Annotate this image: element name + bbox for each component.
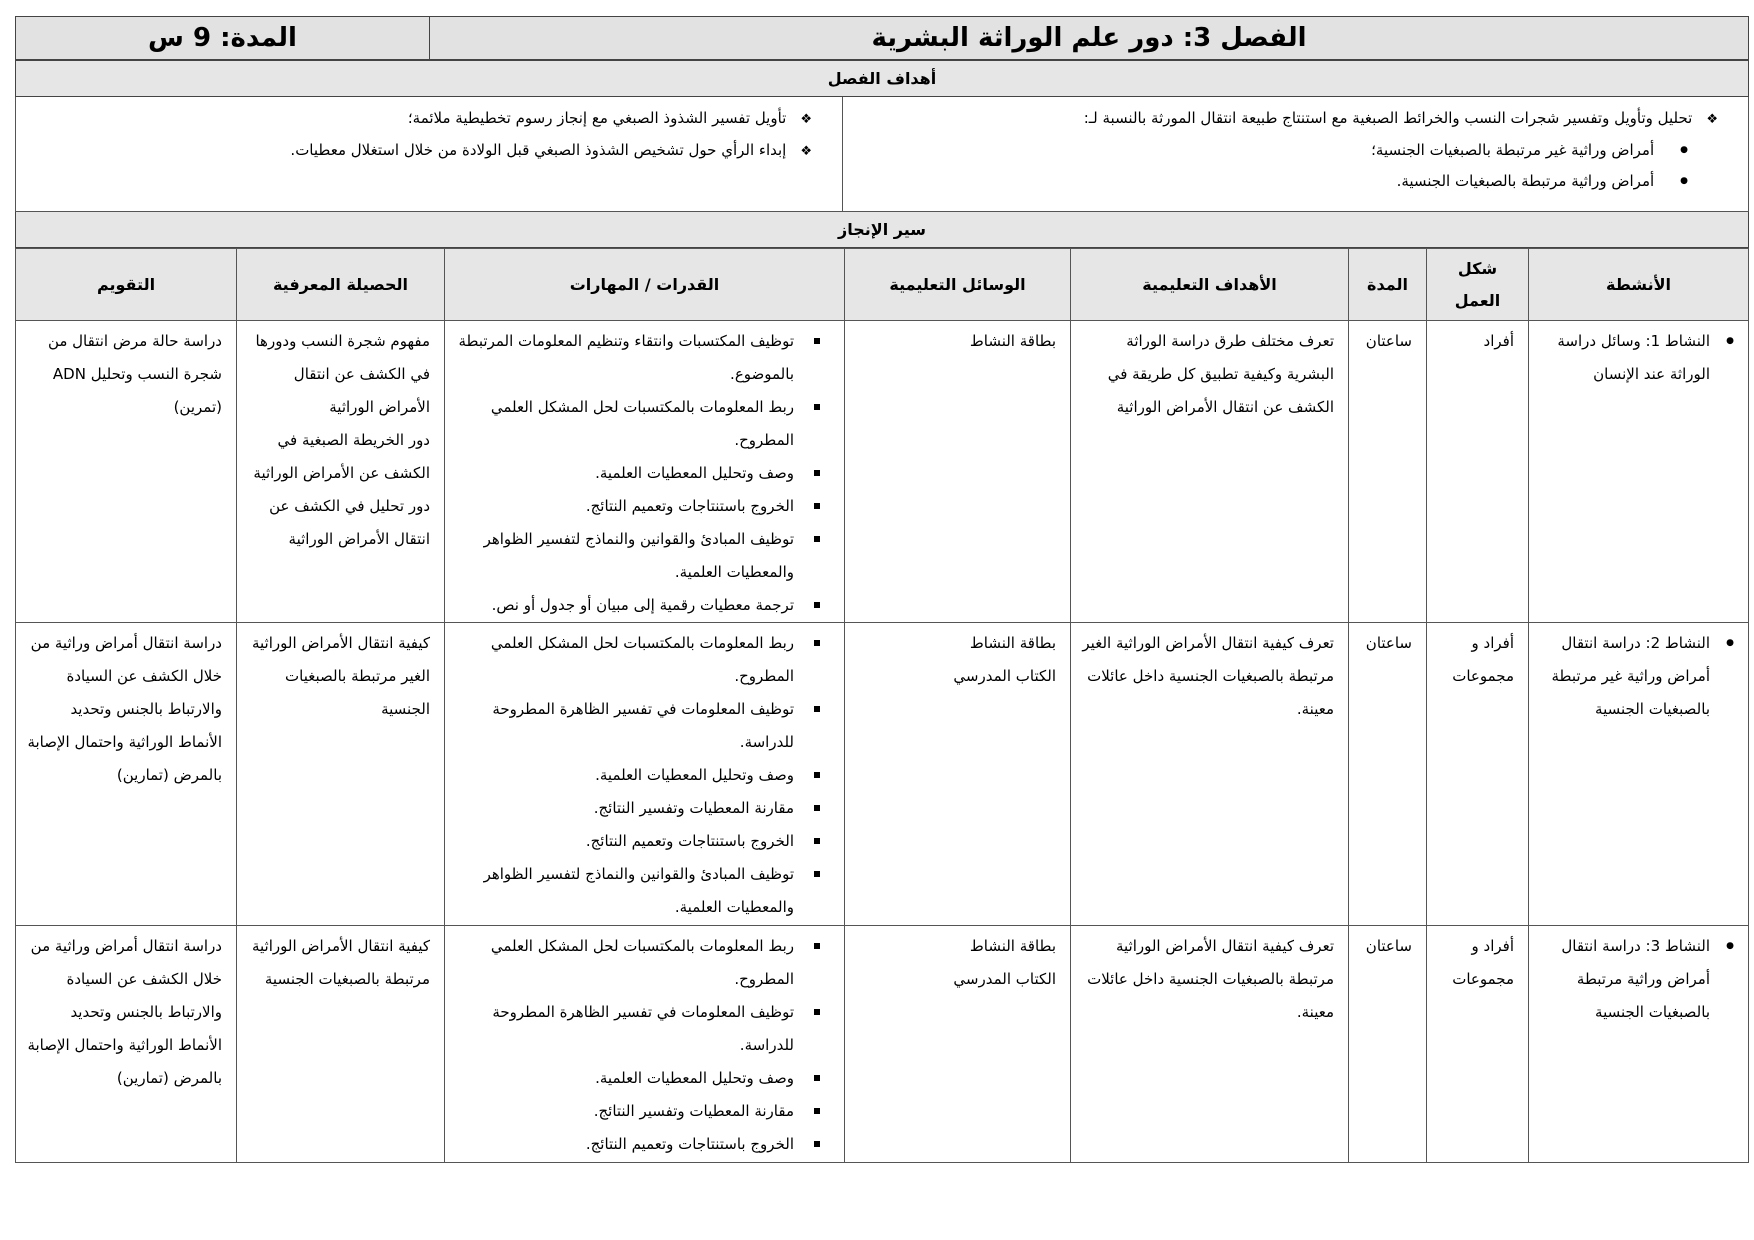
activity-cell: النشاط 2: دراسة انتقال أمراض وراثية غير … bbox=[1528, 622, 1749, 926]
skills-cell: توظيف المكتسبات وانتقاء وتنظيم المعلومات… bbox=[444, 320, 845, 623]
skill-item: وصف وتحليل المعطيات العلمية. bbox=[453, 759, 820, 792]
duration-total: المدة: 9 س bbox=[15, 16, 430, 60]
knowledge-cell-text: كيفية انتقال الأمراض الوراثية الغير مرتب… bbox=[251, 634, 430, 718]
skill-item: الخروج باستنتاجات وتعميم النتائج. bbox=[453, 490, 820, 523]
goals-left: تأويل تفسير الشذوذ الصبغي مع إنجاز رسوم … bbox=[14, 96, 844, 212]
skill-item: ربط المعلومات بالمكتسبات لحل المشكل العل… bbox=[453, 627, 820, 693]
duration-cell-text: ساعتان bbox=[1365, 634, 1412, 652]
evaluation-cell: دراسة انتقال أمراض وراثية من خلال الكشف … bbox=[15, 925, 237, 1163]
column-header: الوسائل التعليمية bbox=[844, 248, 1071, 321]
column-header: المدة bbox=[1348, 248, 1427, 321]
header-table: الفصل 3: دور علم الوراثة البشرية المدة: … bbox=[15, 16, 1749, 60]
activity-cell: النشاط 1: وسائل دراسة الوراثة عند الإنسا… bbox=[1528, 320, 1749, 623]
skill-item: توظيف المكتسبات وانتقاء وتنظيم المعلومات… bbox=[453, 325, 820, 391]
skill-item: توظيف المبادئ والقوانين والنماذج لتفسير … bbox=[453, 523, 820, 589]
work-form-cell-text: أفراد bbox=[1483, 332, 1514, 350]
means-cell-text: بطاقة النشاط bbox=[969, 332, 1056, 350]
evaluation-cell: دراسة حالة مرض انتقال من شجرة النسب وتحل… bbox=[15, 320, 237, 623]
work-form-cell-text: أفراد و مجموعات bbox=[1452, 937, 1514, 988]
objective-cell-text: تعرف كيفية انتقال الأمراض الوراثية مرتبط… bbox=[1087, 937, 1334, 1021]
goal-item: تأويل تفسير الشذوذ الصبغي مع إنجاز رسوم … bbox=[28, 103, 812, 135]
skill-item: ربط المعلومات بالمكتسبات لحل المشكل العل… bbox=[453, 391, 820, 457]
objective-cell: تعرف مختلف طرق دراسة الوراثة البشرية وكي… bbox=[1070, 320, 1349, 623]
table-row: النشاط 2: دراسة انتقال أمراض وراثية غير … bbox=[15, 622, 1749, 926]
objective-cell: تعرف كيفية انتقال الأمراض الوراثية الغير… bbox=[1070, 622, 1349, 926]
activity-cell: النشاط 3: دراسة انتقال أمراض وراثية مرتب… bbox=[1528, 925, 1749, 1163]
evaluation-cell-text: دراسة حالة مرض انتقال من شجرة النسب وتحل… bbox=[47, 332, 222, 416]
evaluation-cell-text: دراسة انتقال أمراض وراثية من خلال الكشف … bbox=[27, 937, 222, 1087]
skill-item: توظيف المبادئ والقوانين والنماذج لتفسير … bbox=[453, 858, 820, 924]
means-cell: بطاقة النشاط bbox=[844, 320, 1071, 623]
goal-subitem: أمراض وراثية غير مرتبطة بالصبغيات الجنسي… bbox=[855, 135, 1718, 166]
knowledge-cell-text: مفهوم شجرة النسب ودورها في الكشف عن انتق… bbox=[253, 332, 430, 548]
knowledge-cell: كيفية انتقال الأمراض الوراثية الغير مرتب… bbox=[236, 622, 445, 926]
skill-item: وصف وتحليل المعطيات العلمية. bbox=[453, 1062, 820, 1095]
knowledge-cell: كيفية انتقال الأمراض الوراثية مرتبطة بال… bbox=[236, 925, 445, 1163]
table-row: النشاط 1: وسائل دراسة الوراثة عند الإنسا… bbox=[15, 320, 1749, 623]
activity-cell-text: النشاط 1: وسائل دراسة الوراثة عند الإنسا… bbox=[1537, 325, 1734, 391]
work-form-cell: أفراد bbox=[1426, 320, 1529, 623]
skill-item: توظيف المعلومات في تفسير الظاهرة المطروح… bbox=[453, 693, 820, 759]
means-cell-text: بطاقة النشاط الكتاب المدرسي bbox=[953, 634, 1056, 685]
goals-table: أهداف الفصل تحليل وتأويل وتفسير شجرات ال… bbox=[14, 60, 1750, 248]
column-header: الحصيلة المعرفية bbox=[236, 248, 445, 321]
work-form-cell: أفراد و مجموعات bbox=[1426, 925, 1529, 1163]
goal-item: إبداء الرأي حول تشخيص الشذوذ الصبغي قبل … bbox=[28, 135, 812, 167]
column-header: التقويم bbox=[15, 248, 237, 321]
skills-cell: ربط المعلومات بالمكتسبات لحل المشكل العل… bbox=[444, 925, 845, 1163]
goals-right: تحليل وتأويل وتفسير شجرات النسب والخرائط… bbox=[842, 96, 1749, 212]
skill-item: مقارنة المعطيات وتفسير النتائج. bbox=[453, 792, 820, 825]
goal-subitem: أمراض وراثية مرتبطة بالصبغيات الجنسية. bbox=[855, 166, 1718, 197]
skill-item: ربط المعلومات بالمكتسبات لحل المشكل العل… bbox=[453, 930, 820, 996]
means-cell-text: بطاقة النشاط الكتاب المدرسي bbox=[953, 937, 1056, 988]
duration-cell: ساعتان bbox=[1348, 925, 1427, 1163]
work-form-cell: أفراد و مجموعات bbox=[1426, 622, 1529, 926]
column-header: القدرات / المهارات bbox=[444, 248, 845, 321]
means-cell: بطاقة النشاط الكتاب المدرسي bbox=[844, 622, 1071, 926]
column-header: الأهداف التعليمية bbox=[1070, 248, 1349, 321]
skill-item: وصف وتحليل المعطيات العلمية. bbox=[453, 457, 820, 490]
activity-cell-text: النشاط 3: دراسة انتقال أمراض وراثية مرتب… bbox=[1537, 930, 1734, 1029]
column-header: الأنشطة bbox=[1528, 248, 1749, 321]
progress-heading: سير الإنجاز bbox=[14, 211, 1750, 248]
table-header-row: الأنشطة شكل العمل المدة الأهداف التعليمي… bbox=[15, 248, 1749, 321]
evaluation-cell: دراسة انتقال أمراض وراثية من خلال الكشف … bbox=[15, 622, 237, 926]
skill-item: مقارنة المعطيات وتفسير النتائج. bbox=[453, 1095, 820, 1128]
means-cell: بطاقة النشاط الكتاب المدرسي bbox=[844, 925, 1071, 1163]
duration-cell-text: ساعتان bbox=[1365, 937, 1412, 955]
work-form-cell-text: أفراد و مجموعات bbox=[1452, 634, 1514, 685]
skill-item: ترجمة معطيات رقمية إلى مبيان أو جدول أو … bbox=[453, 589, 820, 622]
activity-cell-text: النشاط 2: دراسة انتقال أمراض وراثية غير … bbox=[1537, 627, 1735, 726]
evaluation-cell-text: دراسة انتقال أمراض وراثية من خلال الكشف … bbox=[27, 634, 222, 784]
progress-table: الأنشطة شكل العمل المدة الأهداف التعليمي… bbox=[15, 248, 1749, 1163]
skills-cell: ربط المعلومات بالمكتسبات لحل المشكل العل… bbox=[444, 622, 845, 926]
knowledge-cell: مفهوم شجرة النسب ودورها في الكشف عن انتق… bbox=[236, 320, 445, 623]
duration-cell-text: ساعتان bbox=[1365, 332, 1412, 350]
lesson-plan: الفصل 3: دور علم الوراثة البشرية المدة: … bbox=[14, 16, 1750, 1163]
objective-cell: تعرف كيفية انتقال الأمراض الوراثية مرتبط… bbox=[1070, 925, 1349, 1163]
duration-cell: ساعتان bbox=[1348, 622, 1427, 926]
column-header: شكل العمل bbox=[1426, 248, 1529, 321]
skill-item: الخروج باستنتاجات وتعميم النتائج. bbox=[453, 825, 820, 858]
skill-item: الخروج باستنتاجات وتعميم النتائج. bbox=[453, 1128, 820, 1161]
goal-item: تحليل وتأويل وتفسير شجرات النسب والخرائط… bbox=[855, 103, 1718, 135]
objective-cell-text: تعرف كيفية انتقال الأمراض الوراثية الغير… bbox=[1082, 634, 1334, 718]
skill-item: توظيف المعلومات في تفسير الظاهرة المطروح… bbox=[453, 996, 820, 1062]
table-row: النشاط 3: دراسة انتقال أمراض وراثية مرتب… bbox=[15, 925, 1749, 1163]
goals-heading: أهداف الفصل bbox=[14, 60, 1750, 97]
duration-cell: ساعتان bbox=[1348, 320, 1427, 623]
knowledge-cell-text: كيفية انتقال الأمراض الوراثية مرتبطة بال… bbox=[251, 937, 430, 988]
objective-cell-text: تعرف مختلف طرق دراسة الوراثة البشرية وكي… bbox=[1107, 332, 1334, 416]
chapter-title: الفصل 3: دور علم الوراثة البشرية bbox=[429, 16, 1749, 60]
